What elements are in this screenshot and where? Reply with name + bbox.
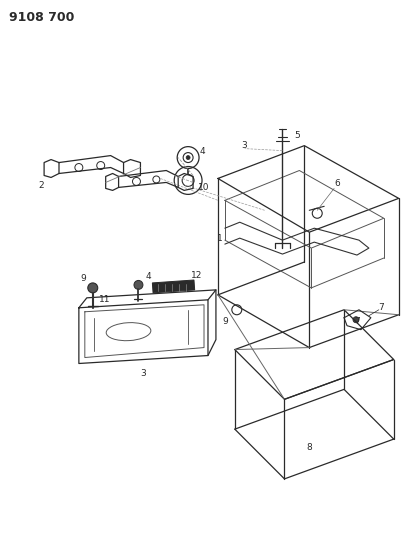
Circle shape xyxy=(88,283,98,293)
Text: 3: 3 xyxy=(241,141,247,150)
Text: 12: 12 xyxy=(192,271,203,280)
Text: 6: 6 xyxy=(334,179,340,188)
Text: 9108 700: 9108 700 xyxy=(9,11,75,24)
Text: 7: 7 xyxy=(354,317,360,326)
Text: 10: 10 xyxy=(198,183,210,192)
Text: 4: 4 xyxy=(199,147,205,156)
Circle shape xyxy=(134,280,143,289)
Circle shape xyxy=(353,317,359,322)
Text: 4: 4 xyxy=(145,272,151,281)
Text: 11: 11 xyxy=(99,295,111,304)
Text: 8: 8 xyxy=(307,442,312,451)
Bar xyxy=(152,280,195,293)
Text: 9: 9 xyxy=(222,317,228,326)
Text: 5: 5 xyxy=(295,131,300,140)
Text: 9: 9 xyxy=(80,274,86,284)
Text: 7: 7 xyxy=(378,303,384,312)
Text: 2: 2 xyxy=(38,181,44,190)
Text: 3: 3 xyxy=(141,369,146,378)
Circle shape xyxy=(186,156,190,159)
Text: 1: 1 xyxy=(217,233,223,243)
